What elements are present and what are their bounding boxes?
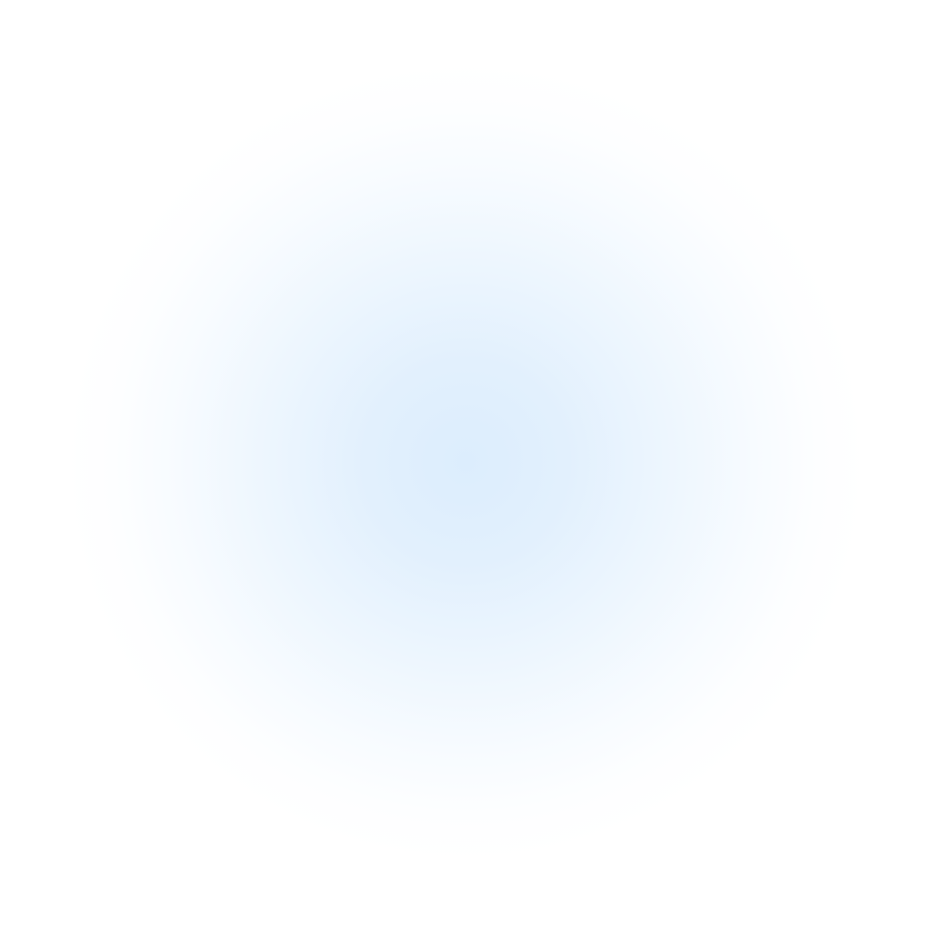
blank-canvas [0, 0, 932, 937]
radial-glow-background [0, 0, 932, 937]
